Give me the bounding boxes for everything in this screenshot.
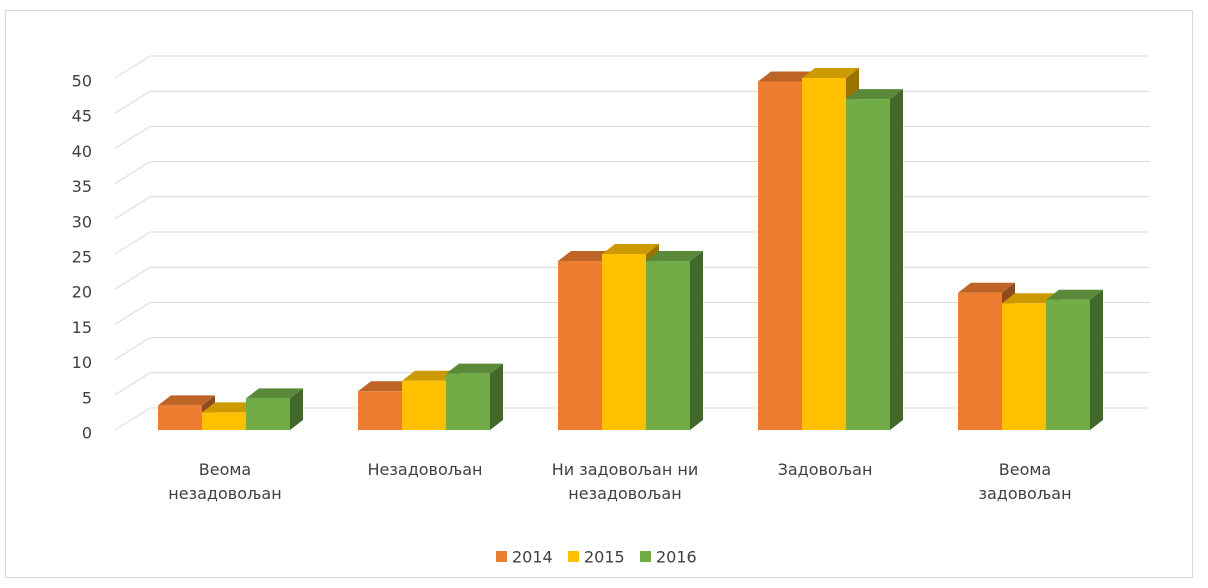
bar — [446, 373, 490, 430]
bar-top — [202, 402, 259, 413]
bar-top — [246, 388, 303, 399]
bar-side — [1090, 289, 1103, 430]
grid-line — [114, 266, 151, 290]
legend-item: 2015 — [568, 548, 625, 567]
x-tick-label: Веома незадовољан — [168, 460, 282, 503]
grid-line — [114, 125, 151, 149]
legend-label: 2015 — [584, 548, 625, 567]
bar-top — [602, 244, 659, 254]
bar — [158, 405, 202, 430]
bar-top — [358, 381, 415, 392]
grid-line — [114, 196, 151, 220]
legend-label: 2016 — [656, 548, 697, 567]
bar-top — [558, 251, 615, 262]
grid-line — [114, 231, 151, 255]
y-tick-label: 0 — [82, 424, 92, 443]
legend-swatch — [496, 551, 507, 562]
grid-line — [114, 337, 151, 361]
bar-top — [758, 71, 815, 82]
bar-top — [646, 251, 703, 262]
y-tick-label: 25 — [72, 248, 92, 267]
legend-swatch — [640, 551, 651, 562]
bar — [358, 391, 402, 430]
bar — [1002, 303, 1046, 430]
grid-line — [114, 301, 151, 325]
y-tick-label: 20 — [72, 283, 92, 302]
legend-item: 2014 — [496, 548, 553, 567]
bar — [958, 292, 1002, 430]
y-tick-label: 40 — [72, 142, 92, 161]
bar-side — [690, 251, 703, 430]
bar-side — [290, 388, 303, 430]
x-tick-label: Веома задовољан — [978, 460, 1072, 503]
bar-side — [490, 363, 503, 430]
bar — [602, 254, 646, 430]
grid-line — [114, 161, 151, 185]
bar — [1046, 299, 1090, 430]
grid-line — [114, 90, 151, 114]
bar-side — [890, 89, 903, 431]
y-tick-label: 10 — [72, 353, 92, 372]
grid-line — [114, 407, 151, 431]
bar-top — [958, 282, 1015, 293]
bar — [802, 78, 846, 430]
legend-swatch — [568, 551, 579, 562]
y-tick-label: 15 — [72, 318, 92, 337]
bar-top — [1046, 289, 1103, 300]
y-tick-label: 5 — [82, 388, 92, 407]
legend-label: 2014 — [512, 548, 553, 567]
bar — [202, 412, 246, 430]
bar-top — [1002, 293, 1059, 304]
bar-top — [402, 370, 459, 381]
bar — [646, 261, 690, 430]
y-tick-label: 45 — [72, 107, 92, 126]
chart-border — [5, 10, 1193, 578]
bar — [558, 261, 602, 430]
bar-top — [846, 89, 903, 100]
bar-top — [446, 363, 503, 374]
grid-line — [114, 55, 151, 79]
bar-top — [158, 395, 215, 406]
x-tick-label: Ни задовољан ни незадовољан — [551, 460, 699, 503]
bar — [846, 99, 890, 431]
bar — [758, 81, 802, 431]
legend-item: 2016 — [640, 548, 697, 567]
x-tick-label: Задовољан — [777, 460, 873, 479]
bar — [246, 398, 290, 430]
y-tick-label: 30 — [72, 212, 92, 231]
bar-top — [802, 68, 859, 78]
y-tick-label: 50 — [72, 72, 92, 91]
grid-line — [114, 372, 151, 396]
bar — [402, 380, 446, 430]
x-tick-label: Незадовољан — [367, 460, 483, 479]
y-tick-label: 35 — [72, 177, 92, 196]
